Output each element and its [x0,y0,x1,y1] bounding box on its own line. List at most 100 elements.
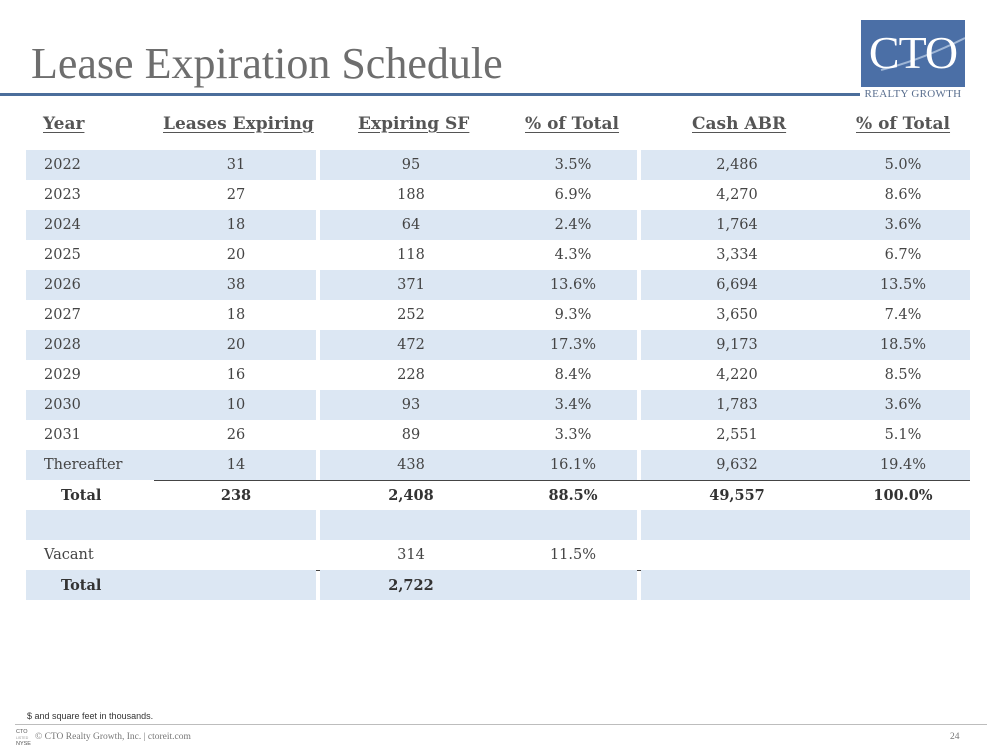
table-cell: 2025 [44,247,81,263]
total-cell: 88.5% [548,487,598,504]
row-band [641,210,970,240]
table-cell: 2,486 [716,157,758,173]
table-cell: 2.4% [554,217,592,233]
row-band [320,270,637,300]
table-cell: 2022 [44,157,81,173]
header-year: Year [43,114,85,134]
logo-subtext: REALTY GROWTH [864,88,962,100]
footer-logo-top: CTO [16,729,28,735]
header-cash-abr: Cash ABR [692,114,787,134]
table-cell: 118 [397,247,425,263]
logo-text: CTO [868,27,958,78]
header-pct-sf: % of Total [525,114,620,134]
row-band [26,510,316,540]
table-cell: 38 [226,277,246,293]
row-band [641,510,970,540]
table-cell: 4.3% [554,247,592,263]
table-cell: 2028 [44,337,81,353]
table-cell: 3.3% [554,427,592,443]
page-title: Lease Expiration Schedule [31,39,503,88]
table-cell: 20 [226,247,246,263]
row-band [320,330,637,360]
table-cell: 18 [226,217,246,233]
table-cell: 18 [226,307,246,323]
table-cell: 4,220 [716,367,758,383]
footer-logo-bottom: NYSE [16,741,31,747]
row-band [641,450,970,480]
row-band [641,570,970,600]
table-cell: 2029 [44,367,81,383]
table-cell: 252 [397,307,425,323]
table-cell: Thereafter [44,457,123,473]
row-band [26,570,316,600]
header-leases-expiring: Leases Expiring [163,114,314,134]
table-cell: 3,334 [716,247,758,263]
table-cell: 4,270 [716,187,758,203]
vacant-label: Vacant [44,547,94,563]
grand-total-label: Total [61,577,102,594]
table-cell: 13.6% [549,277,597,293]
table-cell: 64 [401,217,421,233]
table-cell: 31 [226,157,246,173]
row-band [641,270,970,300]
company-logo: CTO [861,20,965,87]
table-cell: 7.4% [884,307,922,323]
table-cell: 17.3% [549,337,597,353]
table-cell: 95 [401,157,421,173]
row-band [26,450,316,480]
table-cell: 6.9% [554,187,592,203]
footer-logo-mid: LISTED [16,736,29,740]
table-cell: 16.1% [549,457,597,473]
footer-copyright: © CTO Realty Growth, Inc. | ctoreit.com [35,732,191,742]
row-band [641,390,970,420]
total-rule [154,480,970,481]
table-cell: 2024 [44,217,81,233]
table-cell: 89 [401,427,421,443]
page-number: 24 [950,732,960,742]
grand-total-sf: 2,722 [388,577,434,594]
table-cell: 8.4% [554,367,592,383]
table-cell: 2027 [44,307,81,323]
table-cell: 438 [397,457,425,473]
footnote: $ and square feet in thousands. [27,711,154,721]
row-band [320,390,637,420]
table-cell: 6.7% [884,247,922,263]
row-band [320,210,637,240]
row-band [320,510,637,540]
table-cell: 6,694 [716,277,758,293]
vacant-pct: 11.5% [549,547,597,563]
row-band [26,150,316,180]
table-cell: 2030 [44,397,81,413]
footer-divider [15,724,987,725]
table-cell: 3.6% [884,217,922,233]
table-cell: 14 [226,457,246,473]
logo-swoosh-icon [880,37,965,71]
table-cell: 1,764 [716,217,758,233]
table-cell: 2031 [44,427,81,443]
row-band [26,330,316,360]
table-cell: 8.5% [884,367,922,383]
table-cell: 2026 [44,277,81,293]
vacant-sf: 314 [397,547,425,563]
table-cell: 1,783 [716,397,758,413]
table-cell: 5.0% [884,157,922,173]
row-band [320,570,637,600]
row-band [26,390,316,420]
table-cell: 9,632 [716,457,758,473]
table-cell: 27 [226,187,246,203]
table-cell: 93 [401,397,421,413]
row-band [641,150,970,180]
table-cell: 2,551 [716,427,758,443]
table-cell: 9.3% [554,307,592,323]
table-cell: 26 [226,427,246,443]
row-band [26,270,316,300]
row-band [26,210,316,240]
total-cell: 100.0% [873,487,933,504]
table-cell: 8.6% [884,187,922,203]
table-cell: 188 [397,187,425,203]
header-expiring-sf: Expiring SF [358,114,470,134]
table-cell: 228 [397,367,425,383]
row-band [320,150,637,180]
table-cell: 13.5% [879,277,927,293]
table-cell: 3.5% [554,157,592,173]
